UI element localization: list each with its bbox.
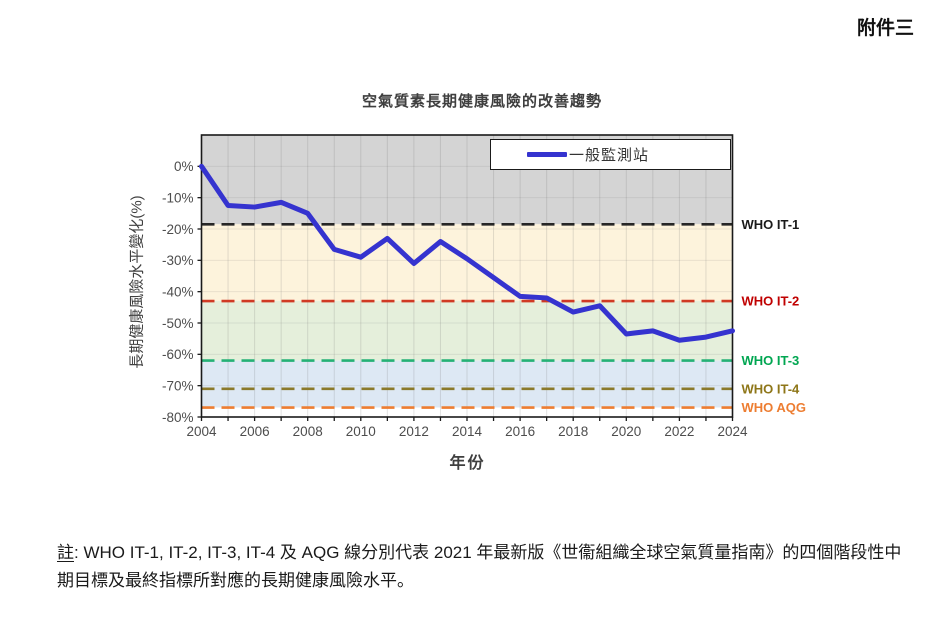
y-tick-label: -50%	[162, 316, 194, 331]
footnote: 註: WHO IT-1, IT-2, IT-3, IT-4 及 AQG 線分別代…	[57, 539, 905, 594]
legend: 一般監測站	[490, 139, 731, 170]
x-axis-title: 年份	[449, 455, 486, 472]
series-line	[199, 163, 735, 343]
ref-label-who-it-2: WHO IT-2	[742, 294, 800, 309]
y-tick-label: -30%	[162, 253, 194, 268]
y-tick-label: -10%	[162, 190, 194, 205]
footnote-text: : WHO IT-1, IT-2, IT-3, IT-4 及 AQG 線分別代表…	[57, 543, 902, 590]
x-tick-label: 2006	[240, 424, 270, 439]
x-tick-label: 2018	[558, 424, 588, 439]
x-tick-label: 2022	[664, 424, 694, 439]
y-tick-label: -40%	[162, 284, 194, 299]
ref-label-who-it-3: WHO IT-3	[742, 353, 800, 368]
chart-plot: 2004 2006 2008 2010 2012 2014 2016 2018 2020 2022…	[162, 134, 807, 439]
annex-label: 附件三	[856, 18, 914, 39]
band-4	[201, 407, 733, 417]
band-1	[201, 224, 733, 302]
y-tick-label: -20%	[162, 222, 194, 237]
legend-label: 一般監測站	[569, 147, 650, 164]
x-tick-label: 2016	[505, 424, 535, 439]
band-3	[201, 360, 733, 408]
x-tick-label: 2010	[346, 424, 376, 439]
y-tick-label: -70%	[162, 378, 194, 393]
x-tick-label: 2020	[611, 424, 641, 439]
x-tick-label: 2012	[399, 424, 429, 439]
legend-line-swatch	[527, 152, 567, 157]
ref-label-who-it-4: WHO IT-4	[742, 381, 801, 396]
footnote-label: 註	[57, 543, 74, 562]
x-tick-label: 2024	[717, 424, 748, 439]
y-tick-label: -80%	[162, 410, 194, 425]
x-tick-label: 2008	[293, 424, 323, 439]
y-tick-label: 0%	[174, 159, 194, 174]
chart-title: 空氣質素長期健康風險的改善趨勢	[361, 93, 602, 110]
x-tick-label: 2004	[186, 424, 217, 439]
x-tick-label: 2014	[452, 424, 483, 439]
ref-label-who-aqg: WHO AQG	[742, 400, 807, 415]
ref-label-who-it-1: WHO IT-1	[742, 217, 800, 232]
y-tick-label: -60%	[162, 347, 194, 362]
